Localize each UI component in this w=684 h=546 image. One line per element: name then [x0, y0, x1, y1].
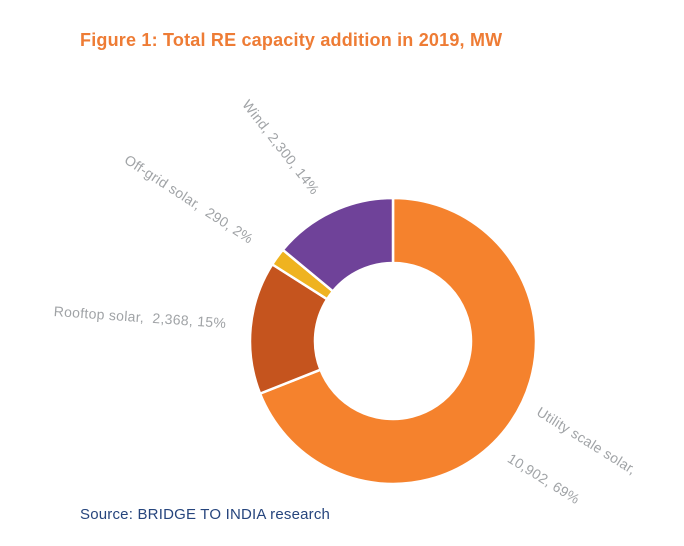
slice-wind [281, 196, 395, 293]
data-label-utility-line1: Utility scale solar, [533, 403, 640, 478]
figure-title: Figure 1: Total RE capacity addition in … [80, 30, 503, 50]
data-label-utility-line2: 10,902, 69% [504, 450, 583, 508]
slice-utility-scale-solar [258, 196, 538, 486]
source-note: Source: BRIDGE TO INDIA research [80, 506, 331, 523]
